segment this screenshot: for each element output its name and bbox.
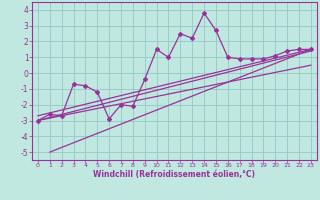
X-axis label: Windchill (Refroidissement éolien,°C): Windchill (Refroidissement éolien,°C): [93, 170, 255, 179]
